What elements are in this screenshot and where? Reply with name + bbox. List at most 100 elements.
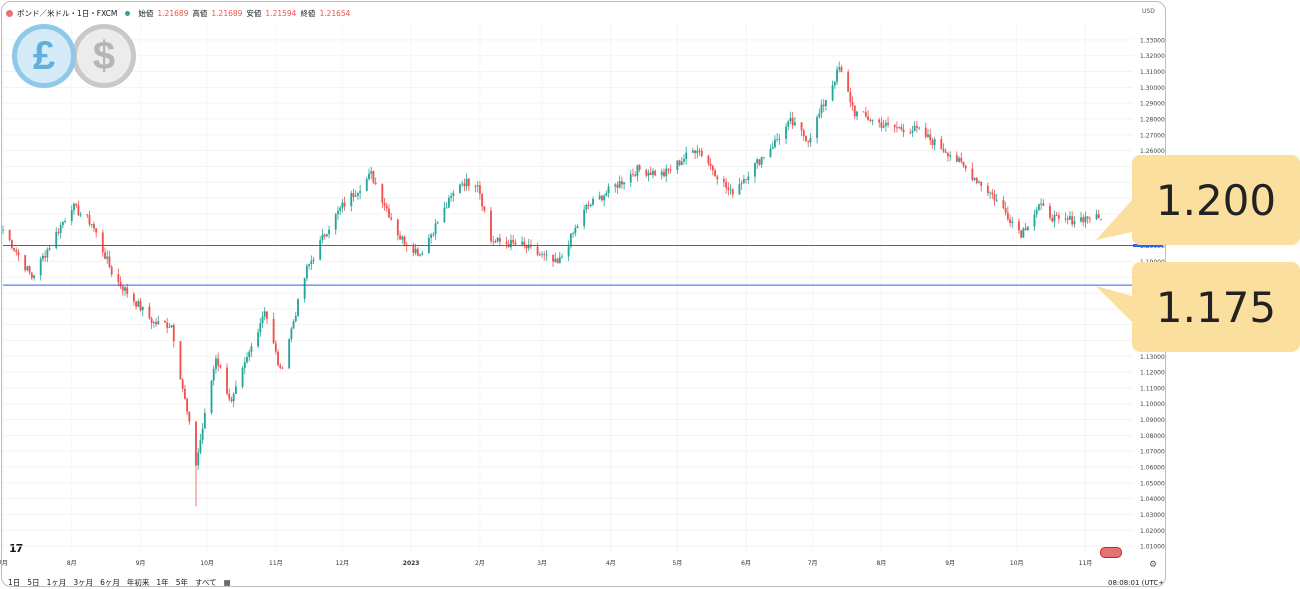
candle-body	[731, 189, 734, 195]
candle-body	[339, 207, 342, 211]
settings-gear-icon[interactable]: ⚙	[1149, 560, 1158, 570]
candle-body	[878, 119, 881, 123]
candle-body	[895, 127, 898, 129]
candle-body	[201, 428, 204, 440]
candle-body	[825, 100, 827, 107]
candle-body	[321, 234, 324, 241]
range-1m[interactable]: 1ヶ月	[46, 578, 67, 587]
candle-body	[241, 368, 244, 387]
candle-body	[678, 160, 681, 165]
candle-body	[141, 306, 144, 311]
candle-body	[785, 126, 787, 139]
candle-body	[567, 246, 570, 257]
candle-body	[543, 254, 546, 256]
range-1y[interactable]: 1年	[156, 578, 169, 587]
candle-body	[368, 173, 370, 179]
candle-body	[108, 256, 111, 267]
candle-body	[26, 266, 29, 271]
candle-body	[512, 240, 515, 243]
ohlc-high-value: 1.21689	[211, 8, 243, 18]
candle-body	[396, 219, 399, 236]
candle-body	[669, 169, 672, 171]
ohlc-open-value: 1.21689	[157, 8, 189, 18]
candle-body	[1040, 203, 1043, 205]
candle-body	[867, 116, 870, 120]
x-tick-label: 12月	[336, 560, 350, 567]
calendar-icon[interactable]: ▦	[223, 578, 231, 587]
candle-body	[356, 192, 359, 196]
candle-body	[297, 298, 299, 317]
candle-body	[709, 163, 712, 166]
candle-body	[179, 341, 182, 380]
candle-body	[949, 155, 952, 157]
candle-body	[121, 286, 124, 291]
range-5d[interactable]: 5日	[27, 578, 40, 587]
candle-body	[490, 210, 492, 242]
x-tick-label: 8月	[876, 560, 886, 567]
candle-body	[1020, 230, 1023, 238]
candle-body	[294, 316, 297, 322]
candle-body	[1035, 210, 1038, 215]
candle-body	[104, 252, 106, 259]
candle-body	[279, 365, 282, 368]
range-ytd[interactable]: 年初来	[126, 578, 150, 587]
price-marker	[1133, 244, 1163, 248]
candle-body	[638, 165, 641, 170]
range-3m[interactable]: 3ヶ月	[73, 578, 94, 587]
range-5y[interactable]: 5年	[175, 578, 188, 587]
candle-body	[1064, 218, 1067, 220]
candle-body	[492, 241, 495, 243]
x-tick-label: 4月	[606, 560, 616, 567]
candle-body	[30, 272, 33, 279]
candle-body	[683, 159, 685, 162]
ohlc-low-value: 1.21594	[265, 8, 297, 18]
y-tick-label: 1.31000	[1140, 69, 1165, 76]
callout-1175: 1.175	[1132, 262, 1300, 352]
symbol-title[interactable]: ポンド／米ドル・1日・FXCM	[17, 8, 118, 18]
y-tick-label: 1.30000	[1140, 85, 1165, 92]
y-tick-label: 1.12000	[1140, 370, 1165, 377]
clock-readout[interactable]: 08:08:01 (UTC+9)	[1108, 579, 1166, 587]
candle-body	[933, 139, 936, 146]
candle-body	[496, 237, 499, 242]
candle-body	[381, 184, 384, 203]
candle-body	[266, 311, 268, 319]
range-6m[interactable]: 6ヶ月	[100, 578, 120, 587]
candle-body	[281, 367, 284, 369]
range-all[interactable]: すべて	[194, 578, 217, 587]
y-tick-label: 1.01000	[1140, 544, 1165, 551]
price-axis-currency[interactable]: USD	[1142, 8, 1155, 15]
candle-body	[399, 235, 401, 240]
candle-body	[1006, 212, 1009, 220]
range-1d[interactable]: 1日	[8, 578, 21, 587]
candle-body	[947, 153, 949, 157]
candle-body	[163, 320, 166, 323]
candle-body	[75, 203, 78, 206]
candle-body	[665, 168, 668, 177]
candle-body	[727, 187, 730, 190]
candle-body	[1011, 221, 1014, 224]
candle-body	[995, 199, 998, 201]
candle-body	[864, 112, 867, 117]
candle-body	[1100, 218, 1102, 220]
candle-body	[742, 179, 745, 184]
tradingview-logo-icon[interactable]: 17	[9, 542, 23, 555]
candle-body	[955, 155, 958, 162]
candle-body	[838, 67, 841, 70]
candle-body	[971, 168, 974, 180]
candle-body	[430, 234, 433, 238]
candle-body	[931, 140, 934, 146]
candle-body	[618, 181, 621, 188]
candle-body	[541, 254, 543, 256]
candle-body	[523, 241, 526, 246]
candle-body	[754, 163, 756, 177]
candle-body	[44, 255, 47, 258]
x-tick-label: 2023	[403, 560, 420, 567]
candle-body	[809, 137, 812, 143]
candle-body	[816, 117, 819, 138]
candle-body	[319, 240, 322, 260]
candle-body	[57, 232, 60, 233]
candle-body	[856, 111, 858, 117]
x-tick-label: 8月	[67, 560, 77, 567]
